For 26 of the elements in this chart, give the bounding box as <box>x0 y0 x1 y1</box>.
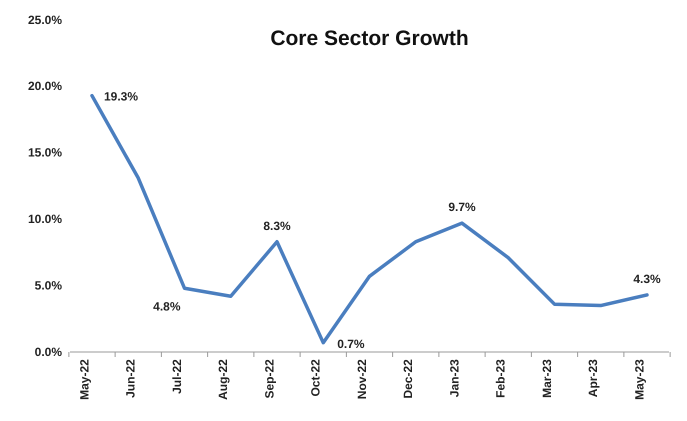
x-tick-label: Oct-22 <box>308 358 323 397</box>
data-label: 4.3% <box>633 272 661 286</box>
x-tick-label: Jun-22 <box>124 358 138 398</box>
data-label: 19.3% <box>104 90 138 104</box>
y-tick-label: 10.0% <box>28 212 62 226</box>
y-tick-label: 20.0% <box>28 79 62 94</box>
x-tick-label: Dec-22 <box>401 358 416 399</box>
chart-title: Core Sector Growth <box>270 27 469 50</box>
x-tick-label: Aug-22 <box>216 358 230 400</box>
x-tick-label: Nov-22 <box>354 358 369 400</box>
x-tick-label: Mar-23 <box>540 358 554 398</box>
x-tick-label: Jan-23 <box>447 358 462 398</box>
y-tick-label: 0.0% <box>34 344 62 359</box>
x-tick-label: May-22 <box>77 358 92 400</box>
x-tick-label: Apr-23 <box>586 358 600 398</box>
x-tick-label: Jul-22 <box>170 358 184 394</box>
data-label: 9.7% <box>448 200 476 214</box>
x-tick-label: May-23 <box>632 358 646 400</box>
data-label: 4.8% <box>153 299 181 314</box>
x-tick-label: Sep-22 <box>262 358 276 399</box>
y-tick-label: 5.0% <box>34 278 62 292</box>
data-label: 0.7% <box>337 337 365 351</box>
data-label: 8.3% <box>263 218 291 233</box>
y-tick-label: 25.0% <box>28 12 62 27</box>
x-tick-label: Feb-23 <box>494 358 508 398</box>
y-tick-label: 15.0% <box>28 146 62 160</box>
